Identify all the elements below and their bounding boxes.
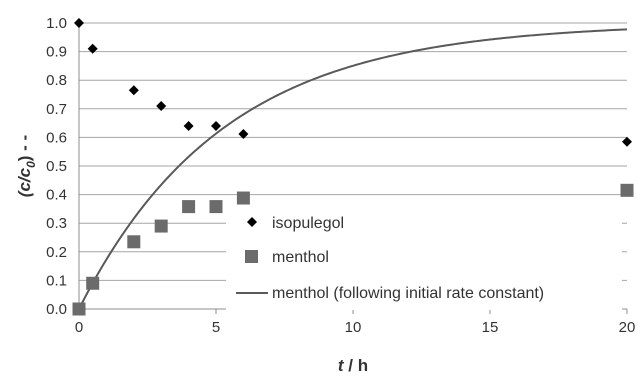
menthol-fit-line	[78, 28, 628, 310]
menthol-point	[154, 219, 168, 233]
tick-labels: 0.0 0.1 0.2 0.3 0.4 0.5 0.6 0.7 0.8 0.9 1.0 0 5 10 15 2…	[46, 15, 635, 336]
isopulegol-point	[622, 136, 632, 147]
legend-background	[226, 210, 622, 310]
legend-label-menthol: menthol	[272, 249, 329, 266]
isopulegol-point	[156, 100, 167, 111]
y-tick-label: 0.8	[46, 72, 67, 89]
x-tick-label: 15	[482, 319, 499, 336]
grid-lines	[79, 22, 627, 281]
y-axis-title-suffix: ) - -	[15, 135, 34, 161]
y-tick-label: 0.6	[46, 129, 67, 146]
isopulegol-point	[211, 120, 221, 131]
isopulegol-point	[183, 120, 194, 131]
x-axis-title-variable: t	[338, 356, 345, 375]
y-tick-label: 1.0	[46, 15, 67, 32]
isopulegol-point	[128, 85, 139, 96]
y-tick-label: 0.1	[46, 272, 67, 289]
isopulegol-point	[87, 43, 98, 54]
x-tick-label: 20	[619, 319, 636, 336]
legend-marker-menthol	[245, 250, 258, 263]
y-tick-label: 0.2	[46, 244, 67, 261]
y-tick-label: 0.3	[46, 215, 67, 232]
y-tick-label: 0.0	[46, 301, 67, 318]
y-tick-label: 0.5	[46, 158, 67, 175]
menthol-point	[620, 183, 634, 197]
x-tick-label: 5	[212, 319, 220, 336]
y-tick-label: 0.4	[46, 187, 67, 204]
y-tick-label: 0.7	[46, 101, 67, 118]
legend: isopulegol menthol menthol (following in…	[226, 210, 622, 310]
y-axis-title-subscript: 0	[24, 161, 38, 168]
x-axis-title-unit: / h	[344, 356, 369, 375]
menthol-point	[86, 276, 100, 290]
x-tick-label: 10	[345, 319, 362, 336]
menthol-point	[209, 200, 223, 214]
legend-label-menthol-fit: menthol (following initial rate constant…	[272, 285, 544, 302]
menthol-point	[72, 302, 86, 316]
data-series	[72, 18, 634, 316]
y-axis-title: (c/c0) - -	[15, 135, 38, 197]
y-tick-label: 0.9	[46, 44, 67, 61]
menthol-point	[236, 191, 250, 205]
y-axis-title-ratio: (c/c	[15, 167, 34, 197]
legend-label-isopulegol: isopulegol	[272, 215, 344, 232]
menthol-point	[127, 235, 141, 249]
legend-marker-isopulegol	[247, 217, 257, 227]
menthol-point	[182, 200, 196, 214]
isopulegol-point	[238, 128, 249, 139]
isopulegol-point	[74, 18, 84, 28]
x-axis-title: t / h	[338, 356, 368, 375]
x-tick-label: 0	[75, 319, 83, 336]
